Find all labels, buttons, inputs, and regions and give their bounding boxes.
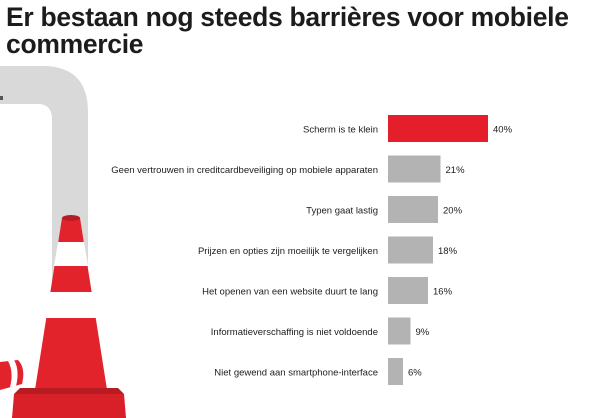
bar bbox=[388, 155, 441, 183]
value-label: 9% bbox=[416, 327, 430, 338]
value-label: 20% bbox=[443, 206, 463, 217]
page-title: Er bestaan nog steeds barrières voor mob… bbox=[6, 2, 569, 59]
pipe-edge-shape bbox=[0, 96, 3, 100]
bar bbox=[388, 115, 488, 142]
bar bbox=[388, 277, 428, 304]
category-label: Geen vertrouwen in creditcardbeveiliging… bbox=[111, 165, 378, 176]
traffic-cone-stripe-lower bbox=[46, 292, 96, 318]
traffic-cone-base-top bbox=[14, 388, 124, 394]
bar bbox=[388, 317, 411, 345]
category-label: Niet gewend aan smartphone-interface bbox=[214, 368, 378, 379]
category-label: Prijzen en opties zijn moeilijk te verge… bbox=[198, 246, 378, 257]
traffic-cone-base bbox=[12, 394, 126, 418]
value-label: 16% bbox=[433, 287, 453, 298]
value-label: 6% bbox=[408, 368, 422, 379]
category-label: Typen gaat lastig bbox=[306, 206, 378, 217]
category-label: Het openen van een website duurt te lang bbox=[202, 287, 378, 298]
traffic-cone-top bbox=[62, 215, 80, 221]
bar bbox=[388, 358, 403, 385]
pipe-inner-shape bbox=[0, 104, 52, 418]
value-label: 18% bbox=[438, 246, 458, 257]
bar bbox=[388, 196, 438, 223]
category-label: Informatieverschaffing is niet voldoende bbox=[211, 327, 378, 338]
value-label: 40% bbox=[493, 125, 513, 136]
category-label: Scherm is te klein bbox=[303, 125, 378, 136]
bar bbox=[388, 236, 433, 264]
value-label: 21% bbox=[446, 165, 466, 176]
traffic-cone-stripe-upper bbox=[54, 242, 88, 266]
fallen-cone-stripe bbox=[8, 360, 18, 387]
